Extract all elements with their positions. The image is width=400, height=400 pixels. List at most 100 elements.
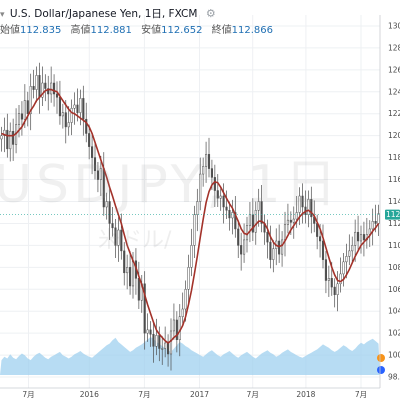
- candle-body: [362, 234, 365, 241]
- candle-body: [207, 154, 211, 169]
- candle-body: [55, 93, 59, 98]
- high-label: 高値: [70, 25, 91, 36]
- y-tick-label: 124.000: [388, 87, 400, 96]
- candle-body: [3, 129, 6, 136]
- volume-fill: [0, 337, 380, 375]
- candle-body: [243, 239, 246, 255]
- candle-body: [120, 229, 123, 252]
- name-watermark: 米ドル/: [98, 228, 172, 253]
- candle-body: [9, 131, 12, 150]
- candle-body: [126, 267, 129, 274]
- candle-body: [292, 218, 295, 223]
- y-tick-label: 108.000: [388, 263, 400, 272]
- candle-body: [351, 245, 354, 252]
- y-tick-label: 118.000: [388, 153, 400, 162]
- candle-body: [47, 88, 50, 95]
- candle-body: [354, 231, 357, 246]
- candle-body: [278, 240, 281, 255]
- candle-body: [76, 104, 79, 113]
- candle-body: [82, 98, 85, 120]
- candle-body: [111, 223, 114, 229]
- candle-body: [298, 195, 301, 213]
- candle-body: [26, 100, 29, 114]
- ma-path: [1, 88, 380, 345]
- candle-body: [321, 240, 325, 260]
- y-tick-label: 98.000: [388, 373, 400, 382]
- candle-body: [345, 256, 348, 263]
- candle-body: [228, 210, 231, 219]
- candle-body: [44, 82, 47, 89]
- candle-body: [178, 316, 181, 340]
- candle-body: [108, 201, 111, 224]
- candle-body: [70, 108, 73, 123]
- chevron-down-icon[interactable]: ▾: [0, 10, 5, 20]
- candle-body: [35, 75, 38, 90]
- x-tick-label: 7月: [355, 390, 367, 399]
- candle-body: [155, 335, 158, 347]
- candle-body: [146, 329, 149, 334]
- candle-body: [29, 86, 32, 114]
- candle-body: [184, 289, 187, 310]
- chart-header[interactable]: ▾ U.S. Dollar/Japanese Yen, 1日, FXCM ⚙: [0, 6, 217, 21]
- high-value: 112.881: [90, 25, 132, 36]
- candle-body: [202, 166, 205, 175]
- x-tick-label: 7月: [22, 390, 34, 399]
- candle-body: [339, 273, 342, 285]
- close-value: 112.866: [231, 25, 273, 36]
- candle-body: [105, 201, 108, 208]
- candle-body: [269, 241, 272, 260]
- candle-body: [172, 319, 175, 332]
- ohlc-readout: 始値112.835 高値112.881 安値112.652 終値112.866: [0, 21, 279, 36]
- candle-body: [164, 342, 167, 349]
- candle-body: [348, 250, 351, 257]
- candle-body: [114, 227, 117, 246]
- x-tick-label: 7月: [247, 390, 259, 399]
- candle-body: [196, 201, 199, 215]
- candle-body: [327, 278, 330, 281]
- candle-body: [289, 219, 292, 223]
- candle-body: [240, 245, 243, 255]
- symbol-watermark: USDJPY, 1日: [0, 155, 341, 215]
- x-tick-label: 2017: [190, 390, 209, 399]
- y-tick-label: 112.000: [388, 219, 400, 228]
- low-label: 安値: [141, 25, 162, 36]
- candle-body: [199, 173, 202, 202]
- volume-marker: [377, 354, 385, 362]
- candle-body: [324, 259, 327, 281]
- candle-body: [357, 231, 360, 242]
- candle-body: [161, 348, 164, 350]
- close-label: 終値: [211, 25, 232, 36]
- candle-body: [272, 248, 275, 260]
- candle-body: [342, 261, 345, 275]
- candle-body: [0, 135, 3, 140]
- candle-body: [93, 157, 97, 172]
- candle-body: [333, 286, 336, 295]
- candle-body: [371, 220, 374, 230]
- x-axis: 7月 2016 7月 2017 7月 2018 7月: [0, 15, 381, 399]
- candle-body: [143, 283, 146, 334]
- candle-body: [237, 228, 240, 246]
- candlesticks: [0, 62, 380, 371]
- candle-body: [193, 214, 196, 246]
- candle-body: [260, 201, 263, 224]
- candle-body: [158, 335, 161, 349]
- candle-body: [96, 170, 99, 180]
- candle-body: [181, 308, 184, 317]
- candle-body: [12, 131, 15, 145]
- candle-body: [281, 239, 284, 255]
- x-tick-label: 2018: [296, 390, 315, 399]
- candle-body: [123, 250, 126, 274]
- y-tick-label: 102.000: [388, 329, 400, 338]
- candle-body: [187, 267, 190, 290]
- candle-body: [17, 113, 21, 125]
- candle-body: [336, 283, 339, 296]
- candle-body: [234, 212, 237, 230]
- candle-body: [359, 234, 363, 242]
- candle-body: [85, 118, 88, 134]
- gear-icon[interactable]: ⚙: [205, 7, 216, 20]
- candle-body: [257, 201, 260, 211]
- candle-body: [149, 329, 152, 335]
- indicator-marker: [377, 366, 385, 374]
- low-value: 112.652: [161, 25, 203, 36]
